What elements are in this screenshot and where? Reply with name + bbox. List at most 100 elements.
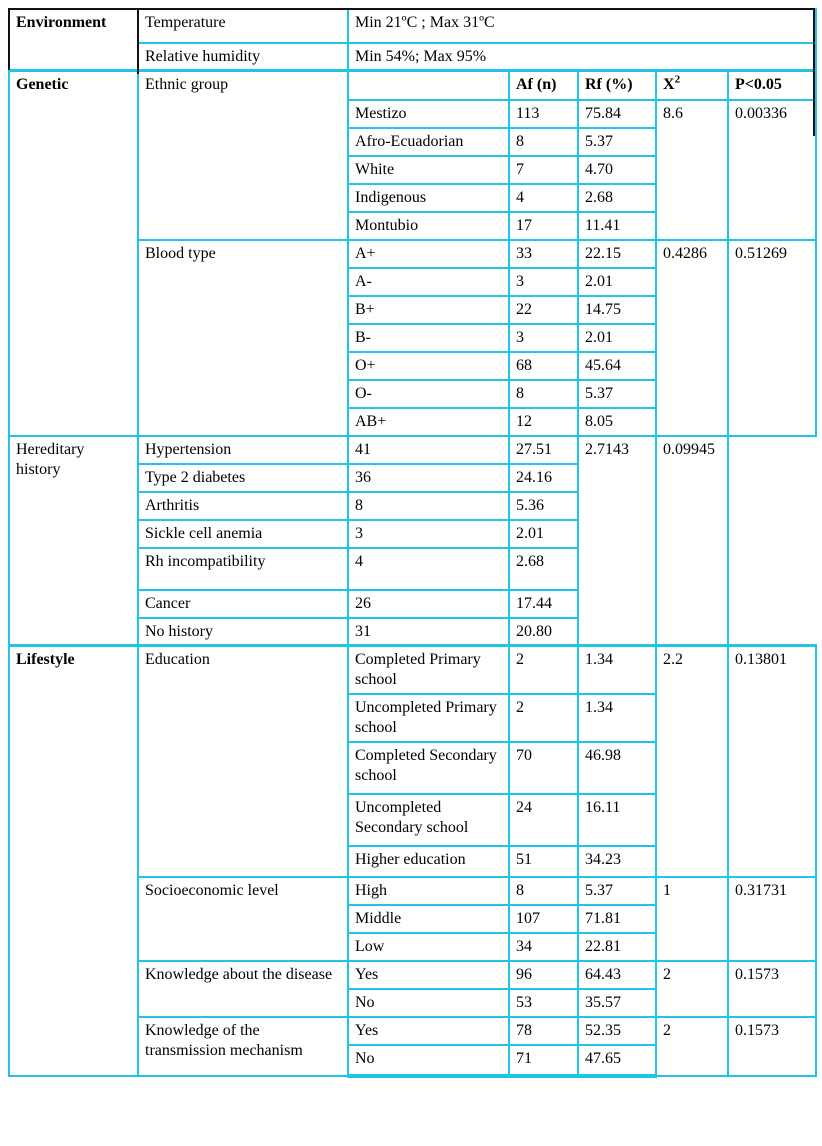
- group-chi-cell: 1: [655, 875, 729, 962]
- item-name-cell: Sickle cell anemia: [137, 518, 349, 549]
- category-cell-genetic: Genetic: [8, 69, 139, 437]
- item-name-cell: O-: [347, 378, 510, 409]
- category-cell-environment: Environment: [8, 8, 139, 72]
- item-name-cell: Higher education: [347, 844, 510, 878]
- item-name-cell: Middle: [347, 903, 510, 934]
- col-header-p: P<0.05: [726, 69, 818, 101]
- item-name-cell: B+: [347, 294, 510, 325]
- item-rf-cell: 34.23: [577, 844, 657, 878]
- group-p-cell: 0.09945: [655, 434, 729, 647]
- outer-border-right-segment: [813, 8, 815, 136]
- outer-border-top: [8, 8, 815, 10]
- item-name-cell: Mestizo: [347, 98, 510, 129]
- results-table: Environment Temperature Min 21ºC ; Max 3…: [8, 8, 818, 1078]
- group-chi-cell: 2: [655, 959, 729, 1018]
- item-name-cell: Completed Primary school: [347, 644, 510, 695]
- item-rf-cell: 22.81: [577, 931, 657, 962]
- item-af-cell: 8: [508, 378, 579, 409]
- item-af-cell: 8: [347, 490, 510, 521]
- col-header-chi: X2: [655, 69, 729, 101]
- item-rf-cell: 35.57: [577, 987, 657, 1018]
- item-rf-cell: 71.81: [577, 903, 657, 934]
- item-af-cell: 107: [508, 903, 579, 934]
- item-name-cell: Uncompleted Primary school: [347, 692, 510, 743]
- group-chi-cell: 2: [655, 1015, 729, 1077]
- item-name-cell: AB+: [347, 406, 510, 437]
- chi-symbol: X: [663, 76, 675, 93]
- item-af-cell: 24: [508, 792, 579, 847]
- item-rf-cell: 5.37: [577, 378, 657, 409]
- item-af-cell: 4: [508, 182, 579, 213]
- group-chi-cell: 2.2: [655, 644, 729, 878]
- item-rf-cell: 5.37: [577, 126, 657, 157]
- group-chi-cell: 8.6: [655, 98, 729, 241]
- item-af-cell: 17: [508, 210, 579, 241]
- group-chi-cell: 2.7143: [577, 434, 657, 647]
- item-rf-cell: 4.70: [577, 154, 657, 185]
- chi-exponent: 2: [674, 73, 681, 86]
- subcategory-cell-temperature: Temperature: [137, 8, 349, 44]
- item-af-cell: 68: [508, 350, 579, 381]
- item-af-cell: 34: [508, 931, 579, 962]
- item-name-cell: Type 2 diabetes: [137, 462, 349, 493]
- item-rf-cell: 2.01: [577, 322, 657, 353]
- item-af-cell: 8: [508, 126, 579, 157]
- item-af-cell: 3: [347, 518, 510, 549]
- subcategory-cell-education: Education: [137, 644, 349, 878]
- group-p-cell: 0.51269: [726, 238, 818, 437]
- item-rf-cell: 47.65: [577, 1043, 657, 1078]
- item-name-cell: B-: [347, 322, 510, 353]
- column-divider-top-segment: [137, 8, 139, 74]
- item-name-cell: Uncompleted Secondary school: [347, 792, 510, 847]
- group-p-cell: 0.1573: [726, 959, 818, 1018]
- item-rf-cell: 2.68: [577, 182, 657, 213]
- item-af-cell: 22: [508, 294, 579, 325]
- item-rf-cell: 14.75: [577, 294, 657, 325]
- item-name-cell: Afro-Ecuadorian: [347, 126, 510, 157]
- item-rf-cell: 24.16: [508, 462, 579, 493]
- item-rf-cell: 11.41: [577, 210, 657, 241]
- item-rf-cell: 8.05: [577, 406, 657, 437]
- item-rf-cell: 22.15: [577, 238, 657, 269]
- category-cell-lifestyle: Lifestyle: [8, 644, 139, 1077]
- subcategory-cell-blood-type: Blood type: [137, 238, 349, 437]
- group-p-cell: 0.13801: [726, 644, 818, 878]
- results-table-container: Environment Temperature Min 21ºC ; Max 3…: [8, 8, 818, 1078]
- item-rf-cell: 46.98: [577, 740, 657, 795]
- item-name-cell: Yes: [347, 1015, 510, 1046]
- group-p-cell: 0.31731: [726, 875, 818, 962]
- item-name-cell: No history: [137, 616, 349, 647]
- subcategory-cell-humidity: Relative humidity: [137, 42, 349, 72]
- item-af-cell: 113: [508, 98, 579, 129]
- item-name-cell: Indigenous: [347, 182, 510, 213]
- temperature-value-cell: Min 21ºC ; Max 31ºC: [346, 8, 818, 44]
- subcategory-cell-hereditary-history: Hereditary history: [8, 434, 139, 647]
- item-af-cell: 2: [508, 644, 579, 695]
- group-chi-cell: 0.4286: [655, 238, 729, 437]
- item-af-cell: 33: [508, 238, 579, 269]
- item-name-cell: Completed Secondary school: [347, 740, 510, 795]
- item-af-cell: 31: [347, 616, 510, 647]
- subcategory-cell-ethnic-group: Ethnic group: [137, 69, 349, 241]
- group-p-cell: 0.1573: [726, 1015, 818, 1077]
- item-name-cell: Yes: [347, 959, 510, 990]
- subcategory-cell-knowledge-disease: Knowledge about the disease: [137, 959, 349, 1018]
- item-rf-cell: 64.43: [577, 959, 657, 990]
- item-rf-cell: 45.64: [577, 350, 657, 381]
- item-name-cell: A-: [347, 266, 510, 297]
- group-p-cell: 0.00336: [726, 98, 818, 241]
- item-af-cell: 70: [508, 740, 579, 795]
- item-af-cell: 2: [508, 692, 579, 743]
- item-rf-cell: 5.37: [577, 875, 657, 906]
- item-af-cell: 41: [347, 434, 510, 465]
- subcategory-cell-socioeconomic: Socioeconomic level: [137, 875, 349, 962]
- item-name-cell: Hypertension: [137, 434, 349, 465]
- item-af-cell: 78: [508, 1015, 579, 1046]
- item-rf-cell: 5.36: [508, 490, 579, 521]
- item-name-cell: Montubio: [347, 210, 510, 241]
- item-rf-cell: 27.51: [508, 434, 579, 465]
- outer-border-left-segment: [8, 8, 10, 70]
- item-af-cell: 36: [347, 462, 510, 493]
- item-af-cell: 4: [347, 546, 510, 591]
- item-name-cell: Low: [347, 931, 510, 962]
